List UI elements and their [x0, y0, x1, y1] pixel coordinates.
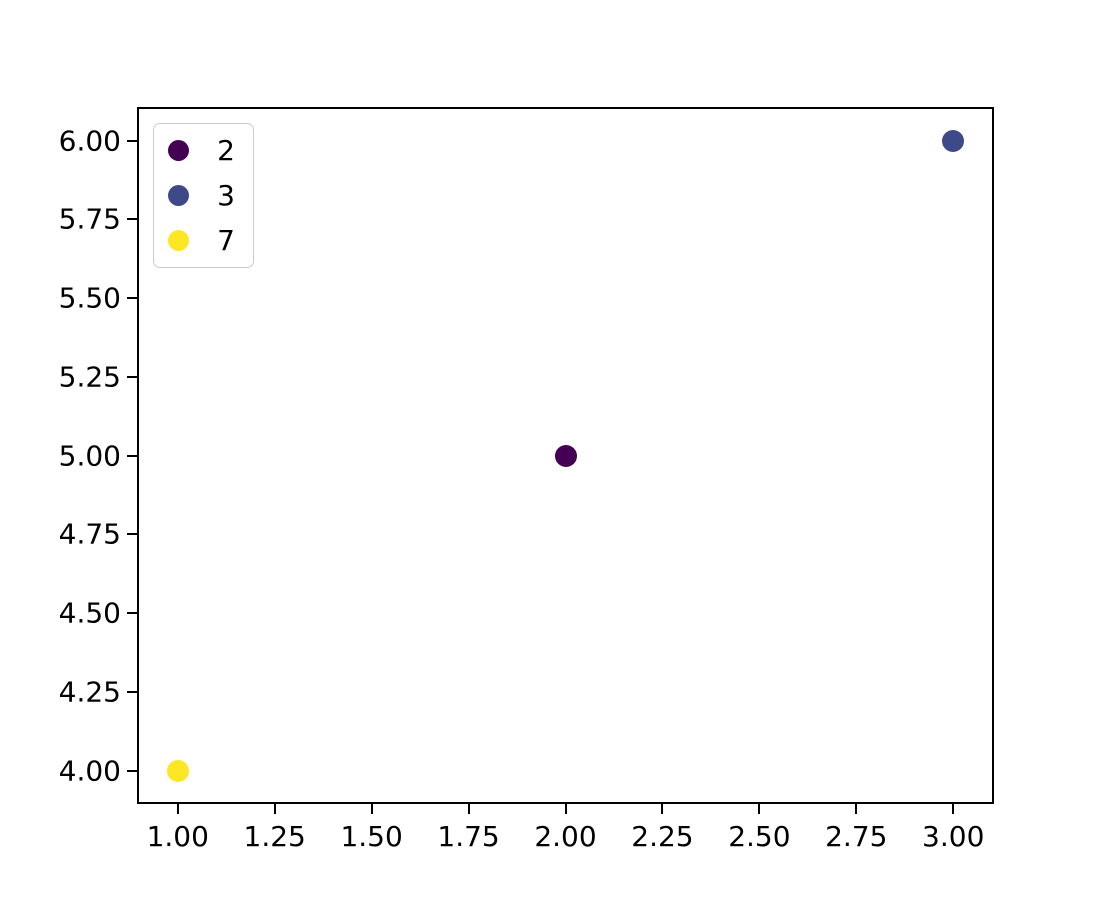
y-tick-mark	[127, 454, 137, 457]
x-tick-mark	[855, 804, 858, 814]
x-tick-label: 2.50	[728, 820, 791, 853]
x-tick-label: 2.00	[534, 820, 597, 853]
x-tick-label: 1.00	[146, 820, 209, 853]
x-tick-mark	[952, 804, 955, 814]
y-tick-mark	[127, 297, 137, 299]
scatter-point	[942, 129, 965, 152]
y-tick-label: 4.50	[58, 596, 121, 630]
x-tick-mark	[564, 804, 567, 814]
x-tick-mark	[467, 804, 470, 814]
scatter-point	[554, 444, 577, 467]
y-tick-label: 5.75	[58, 202, 121, 236]
y-tick-label: 6.00	[58, 124, 121, 157]
y-tick-mark	[127, 769, 137, 772]
legend-label: 2	[217, 134, 235, 167]
y-tick-label: 5.00	[58, 439, 121, 472]
y-tick-mark	[127, 139, 137, 142]
x-tick-label: 2.75	[825, 820, 888, 853]
legend-marker-icon	[168, 185, 189, 206]
x-tick-mark	[370, 804, 373, 814]
legend: 2 3 7	[153, 123, 254, 268]
y-tick-label: 5.25	[58, 360, 121, 394]
x-tick-label: 1.50	[340, 820, 403, 853]
x-tick-label: 1.25	[243, 820, 306, 853]
legend-entry: 2	[168, 134, 237, 167]
y-tick-label: 4.25	[58, 675, 121, 709]
legend-entry: 3	[168, 179, 237, 212]
legend-label: 3	[217, 179, 235, 212]
y-tick-mark	[127, 690, 137, 693]
x-tick-mark	[176, 804, 179, 814]
x-tick-label: 2.25	[631, 820, 694, 853]
y-tick-mark	[127, 612, 137, 614]
legend-marker-icon	[168, 230, 189, 251]
y-tick-label: 4.75	[58, 517, 121, 551]
x-tick-mark	[758, 804, 761, 814]
x-tick-label: 1.75	[437, 820, 500, 853]
legend-marker-icon	[168, 140, 189, 161]
scatter-point	[166, 759, 189, 782]
y-tick-mark	[127, 375, 137, 378]
x-tick-mark	[273, 804, 276, 814]
legend-entry: 7	[168, 224, 237, 257]
x-tick-mark	[661, 804, 664, 814]
y-tick-label: 5.50	[58, 281, 121, 315]
y-tick-mark	[127, 533, 137, 536]
legend-label: 7	[217, 224, 235, 257]
y-tick-mark	[127, 218, 137, 221]
plot-area: 2 3 7	[137, 107, 994, 804]
x-tick-label: 3.00	[922, 820, 985, 853]
y-tick-label: 4.00	[58, 754, 121, 787]
